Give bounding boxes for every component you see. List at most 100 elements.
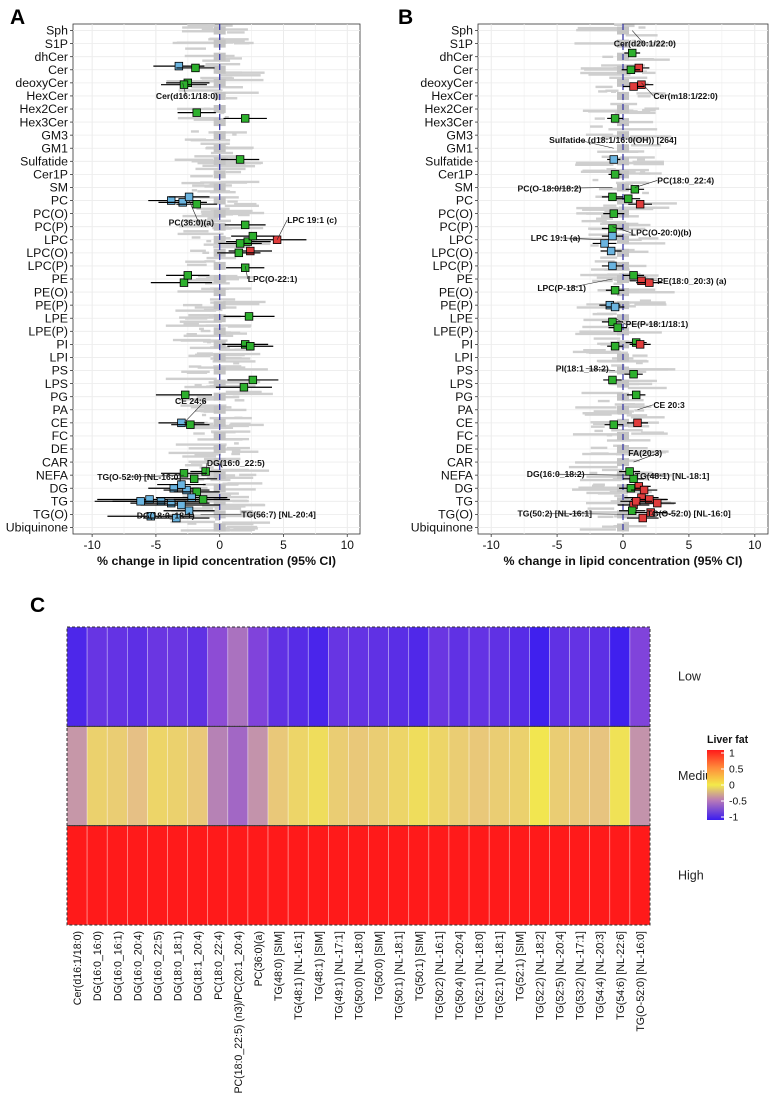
point-nonsignificant bbox=[213, 209, 226, 218]
ci-bar-nonsignificant bbox=[575, 332, 619, 336]
ci-bar-nonsignificant bbox=[634, 409, 645, 412]
ci-bar-nonsignificant bbox=[614, 515, 657, 518]
heatmap-column-label: PC(36:0)(a) bbox=[253, 931, 265, 986]
point-nonsignificant bbox=[213, 39, 226, 48]
point-marker bbox=[609, 155, 618, 164]
significant-points bbox=[94, 61, 307, 523]
heatmap-cell bbox=[448, 726, 470, 826]
ci-bar-nonsignificant bbox=[221, 521, 271, 524]
point-marker bbox=[179, 278, 189, 287]
ci-bar-nonsignificant bbox=[580, 71, 620, 75]
ci-bar-nonsignificant bbox=[590, 125, 603, 128]
ci-bar-nonsignificant bbox=[209, 298, 236, 301]
heatmap-cell bbox=[307, 726, 329, 826]
ci-bar-nonsignificant bbox=[202, 164, 231, 168]
ci-bar-nonsignificant bbox=[219, 74, 261, 77]
heatmap-cell bbox=[187, 626, 209, 727]
ci-bar-nonsignificant bbox=[205, 282, 230, 285]
y-tick-label: LPC bbox=[44, 233, 68, 247]
y-tick-label: NEFA bbox=[441, 468, 474, 482]
point-marker bbox=[653, 498, 662, 508]
ci-bar-nonsignificant bbox=[593, 410, 634, 413]
annotation-leader bbox=[637, 404, 654, 411]
ci-bar-nonsignificant bbox=[203, 308, 223, 312]
ci-bar-nonsignificant bbox=[224, 116, 229, 119]
annotation-label: LPC(P-18:1) bbox=[537, 283, 586, 293]
ci-bar-nonsignificant bbox=[593, 337, 621, 340]
ci-bar-nonsignificant bbox=[190, 130, 199, 133]
ci-bar-nonsignificant bbox=[636, 158, 645, 161]
ci-bar-nonsignificant bbox=[584, 68, 631, 71]
ci-bar-nonsignificant bbox=[233, 527, 258, 530]
ci-bar-nonsignificant bbox=[631, 432, 668, 435]
annotation-leader bbox=[556, 473, 630, 476]
ci-bar-nonsignificant bbox=[579, 528, 616, 531]
legend-tick-label: 0 bbox=[729, 781, 735, 792]
ci-bar-nonsignificant bbox=[180, 404, 227, 407]
ci-bar-nonsignificant bbox=[625, 181, 647, 184]
heatmap-cell bbox=[388, 626, 410, 727]
y-tick-label: PC(O) bbox=[438, 207, 473, 221]
heatmap-cell bbox=[589, 626, 611, 727]
ci-bar-nonsignificant bbox=[623, 291, 675, 294]
point-marker bbox=[198, 495, 208, 504]
ci-bar-nonsignificant bbox=[614, 23, 623, 26]
annotations: Cer(d20:1/22:0) Cer(m18:1/22:0) Sulfatide … bbox=[518, 30, 731, 518]
point-marker bbox=[610, 286, 620, 295]
point-marker bbox=[646, 508, 655, 517]
x-tick-label: 10 bbox=[748, 538, 762, 552]
ci-bar-nonsignificant bbox=[225, 97, 238, 100]
ci-bar-nonsignificant bbox=[232, 499, 249, 503]
heatmap-cell bbox=[488, 825, 510, 926]
ci-bar-nonsignificant bbox=[231, 450, 259, 453]
ci-bar-nonsignificant bbox=[227, 200, 238, 203]
ci-bar-nonsignificant bbox=[612, 120, 654, 124]
y-tick-label: PE bbox=[52, 272, 68, 286]
ci-bar-nonsignificant bbox=[195, 353, 207, 357]
ci-bar-nonsignificant bbox=[610, 102, 638, 106]
ci-bar-nonsignificant bbox=[203, 107, 211, 111]
y-tick-label: SM bbox=[455, 181, 473, 195]
point-marker bbox=[645, 278, 654, 287]
heatmap-cell bbox=[408, 626, 430, 727]
heatmap-cell bbox=[127, 825, 148, 926]
ci-bar-nonsignificant bbox=[222, 163, 246, 166]
ci-bar-nonsignificant bbox=[183, 230, 209, 233]
point-marker bbox=[631, 497, 641, 506]
ci-bar-nonsignificant bbox=[612, 207, 654, 211]
annotation-label: LPC 19:1 (a) bbox=[531, 233, 581, 243]
y-tick-label: PG bbox=[50, 390, 68, 404]
annotation-label: DG(18:0_18:1) bbox=[137, 510, 195, 520]
ci-bar-nonsignificant bbox=[234, 161, 262, 165]
heatmap-column-label: Cer(d16:1/18:0) bbox=[72, 931, 84, 1005]
point-marker bbox=[179, 469, 189, 478]
ci-bar-nonsignificant bbox=[208, 38, 249, 41]
ci-bar-nonsignificant bbox=[585, 133, 614, 136]
ci-bar-nonsignificant bbox=[234, 42, 250, 45]
annotation-leader bbox=[567, 278, 613, 289]
ci-bar-nonsignificant bbox=[212, 360, 256, 363]
ci-bar-nonsignificant bbox=[628, 41, 676, 45]
ci-bar-nonsignificant bbox=[177, 232, 224, 236]
ci-bar-nonsignificant bbox=[232, 392, 240, 396]
annotation-leader bbox=[632, 30, 644, 44]
point-marker bbox=[235, 239, 245, 248]
point-marker bbox=[248, 375, 258, 385]
heatmap-cell bbox=[529, 626, 550, 727]
point-marker bbox=[637, 80, 646, 89]
point-nonsignificant bbox=[213, 366, 226, 375]
annotation-leader bbox=[560, 237, 605, 241]
ci-bar-nonsignificant bbox=[611, 429, 643, 432]
ci-bar-nonsignificant bbox=[183, 334, 234, 338]
ci-bar-nonsignificant bbox=[206, 256, 237, 260]
point-marker bbox=[638, 513, 647, 523]
y-tick-label: Cer bbox=[453, 63, 473, 77]
y-tick-label: LPC(O) bbox=[431, 246, 473, 260]
panel-letter-c: C bbox=[30, 594, 45, 617]
heatmap-cell bbox=[368, 825, 389, 926]
point-marker bbox=[240, 263, 250, 272]
heatmap-cell bbox=[408, 726, 430, 826]
point-nonsignificant bbox=[617, 196, 629, 205]
ci-bar-nonsignificant bbox=[204, 458, 221, 461]
heatmap-column-label: PC(18:0_22:5) (n3)/PC(20:1_20:4) bbox=[233, 931, 245, 1094]
